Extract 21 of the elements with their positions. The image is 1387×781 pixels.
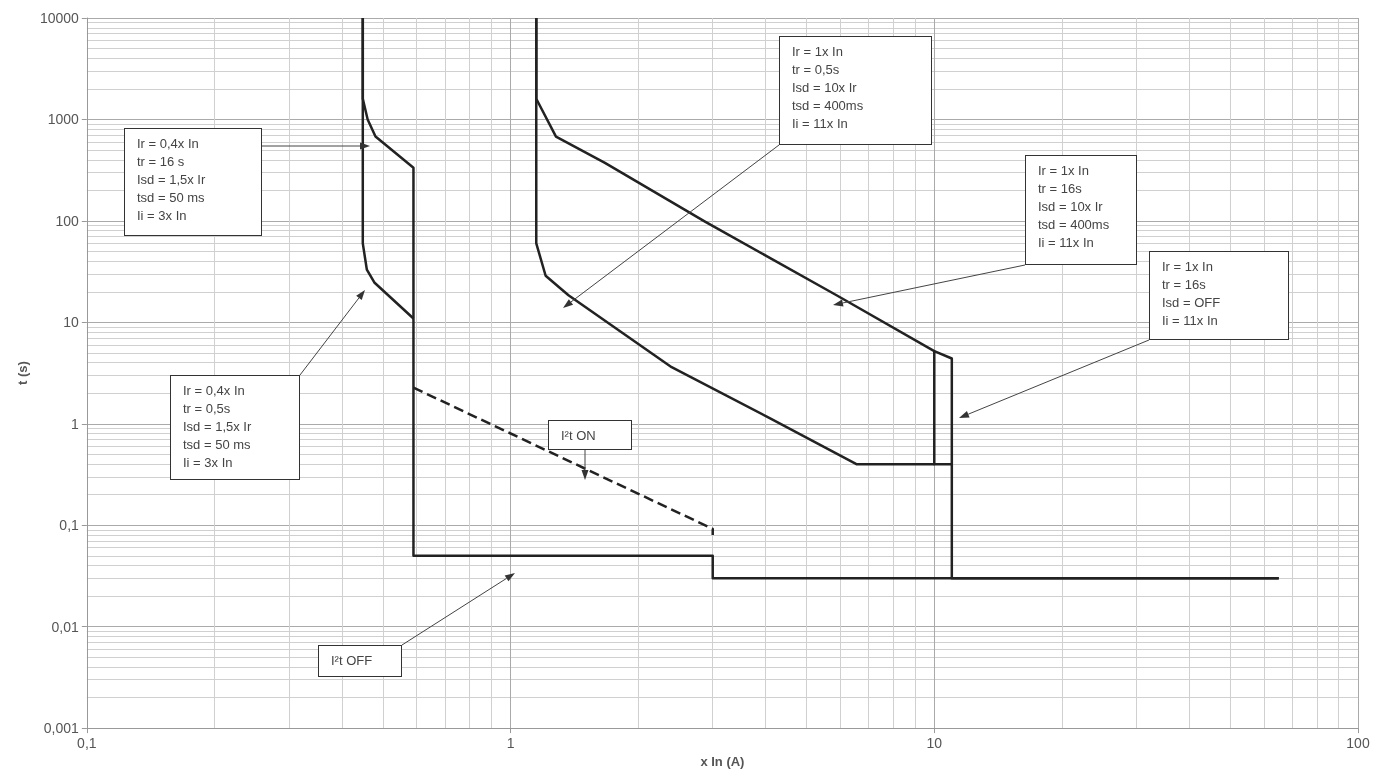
x-tick-label: 100 <box>1346 735 1370 752</box>
x-tick-label: 10 <box>926 735 943 752</box>
x-tick-label: 1 <box>506 735 515 752</box>
y-tick-label: 10 <box>63 314 80 331</box>
y-tick-label: 1 <box>71 415 80 432</box>
y-tick-label: 100 <box>55 212 80 229</box>
y-axis-title: t (s) <box>15 361 30 385</box>
y-tick-label: 0,001 <box>43 720 80 737</box>
text-box: I²t ON <box>548 420 632 450</box>
y-tick-label: 10000 <box>39 10 80 26</box>
y-tick-label: 0,01 <box>51 618 80 635</box>
text-box: I²t OFF <box>318 645 402 677</box>
text-box: Ir = 0,4x In tr = 16 s Isd = 1,5x Ir tsd = 50 ms Ii = 3x In <box>124 128 262 236</box>
text-box: Ir = 1x In tr = 0,5s Isd = 10x Ir tsd = 400ms Ii = 11x In <box>779 36 932 145</box>
x-tick-label: 0,1 <box>77 735 97 752</box>
text-box: Ir = 0,4x In tr = 0,5s Isd = 1,5x Ir tsd = 50 ms Ii = 3x In <box>170 375 300 480</box>
y-tick-label: 0,1 <box>59 517 80 534</box>
text-box: Ir = 1x In tr = 16s Isd = OFF Ii = 11x In <box>1149 251 1289 340</box>
text-box: Ir = 1x In tr = 16s Isd = 10x Ir tsd = 400ms Ii = 11x In <box>1025 155 1137 265</box>
y-tick-label: 1000 <box>47 111 80 128</box>
x-axis-title: x In (A) <box>700 754 745 769</box>
